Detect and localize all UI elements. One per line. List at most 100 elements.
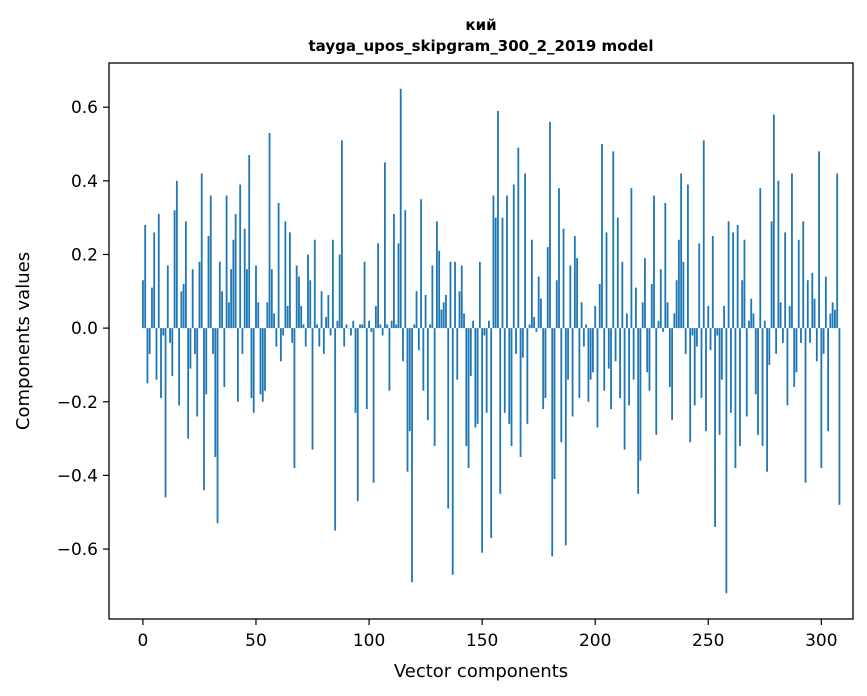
bar (544, 328, 547, 399)
bar (338, 254, 341, 329)
bar (334, 328, 337, 531)
bar (623, 328, 626, 450)
bar (212, 328, 214, 354)
bar (693, 328, 696, 406)
bar (142, 280, 144, 329)
bar (793, 328, 796, 388)
bar (218, 261, 221, 329)
bar (494, 217, 497, 329)
y-axis-ticks: −0.6 −0.4 −0.2 0.0 0.2 0.4 0.6 (57, 98, 109, 560)
bar (809, 328, 811, 343)
bar (248, 155, 251, 329)
bar (605, 232, 608, 329)
x-axis-label: Vector components (394, 661, 568, 682)
bar (739, 328, 741, 446)
bar (189, 328, 192, 369)
bar (820, 328, 823, 469)
bar (341, 140, 343, 329)
bar (304, 328, 307, 347)
bar (648, 328, 651, 391)
bar (216, 328, 219, 524)
bar (175, 180, 178, 329)
bar (207, 236, 210, 329)
bar (781, 328, 784, 343)
bar (180, 291, 183, 329)
bar (445, 294, 447, 329)
bar (748, 320, 750, 329)
bar (422, 328, 425, 391)
bar (510, 328, 513, 446)
bar (469, 328, 472, 376)
bar (379, 324, 382, 329)
bar (187, 328, 190, 439)
bar (214, 328, 217, 457)
bar (639, 328, 642, 461)
bar (818, 151, 820, 329)
bar (736, 225, 739, 329)
y-tick-label: 0.0 (71, 319, 98, 339)
bar (171, 328, 174, 376)
bar (250, 328, 253, 399)
bar (440, 309, 443, 329)
y-tick-label: 0.4 (71, 172, 98, 192)
bar (275, 328, 278, 347)
bar (677, 239, 680, 329)
bar (327, 294, 330, 329)
bar (417, 328, 420, 351)
bar (431, 265, 434, 329)
bar (223, 328, 226, 388)
bar (465, 328, 468, 446)
bar (490, 328, 493, 538)
bar (413, 324, 416, 329)
bar (273, 313, 275, 329)
bar (834, 309, 836, 329)
bar (528, 324, 531, 329)
bar (540, 298, 542, 329)
bar (169, 328, 171, 343)
bar (162, 328, 165, 336)
bar (182, 283, 185, 329)
bar (501, 217, 504, 329)
bar (700, 328, 703, 399)
bar (460, 265, 463, 329)
bar (148, 328, 151, 354)
bar (243, 228, 246, 329)
bar (616, 217, 619, 329)
y-tick-label: −0.2 (57, 393, 98, 413)
bar (664, 202, 667, 329)
bar (259, 328, 262, 395)
bar (368, 320, 370, 329)
bar (567, 328, 569, 380)
bar (709, 328, 712, 351)
bar (463, 313, 465, 329)
bar (331, 239, 334, 329)
bar (829, 313, 832, 329)
bar (797, 239, 800, 329)
bar (603, 328, 606, 391)
bar (594, 306, 597, 329)
bar (329, 328, 332, 336)
bar (555, 280, 558, 329)
bar (517, 147, 520, 329)
bar (696, 328, 698, 347)
bar (395, 324, 398, 329)
bar (743, 239, 746, 329)
bar (621, 261, 624, 329)
bar (822, 328, 825, 354)
bar (309, 280, 312, 329)
bar (560, 328, 563, 443)
x-tick-label: 100 (353, 631, 385, 651)
bar (365, 328, 368, 410)
y-tick-label: 0.2 (71, 245, 98, 265)
bar (383, 162, 386, 329)
bar (363, 261, 366, 329)
bar (252, 328, 255, 413)
bar (200, 173, 203, 329)
y-tick-label: −0.4 (57, 466, 98, 486)
bar (802, 221, 805, 329)
bar (184, 221, 187, 329)
bar (408, 328, 411, 432)
bar (458, 291, 461, 329)
bar (221, 291, 223, 329)
bar (655, 328, 658, 435)
